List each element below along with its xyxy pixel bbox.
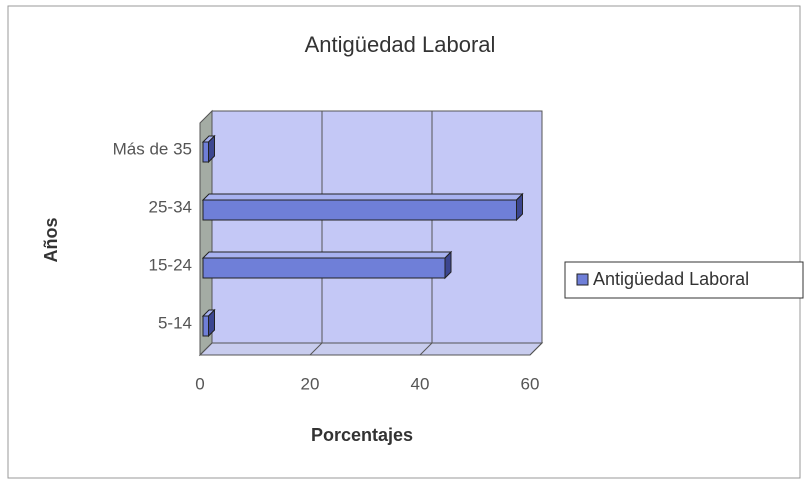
bar xyxy=(201,192,524,222)
back-wall xyxy=(211,110,543,344)
x-tick-label: 20 xyxy=(301,374,320,393)
floor-grid-line xyxy=(419,342,433,356)
floor xyxy=(198,342,544,356)
bar-front xyxy=(202,315,209,337)
floor-grid-line xyxy=(199,342,213,356)
legend-label: Antigüedad Laboral xyxy=(593,269,749,289)
legend-box xyxy=(564,261,804,299)
bar-front xyxy=(202,141,209,163)
x-tick-label: 0 xyxy=(195,374,204,393)
floor-grid-line xyxy=(529,342,543,356)
floor-grid-line xyxy=(309,342,323,356)
bar-front xyxy=(202,257,446,279)
y-tick-label: Más de 35 xyxy=(113,139,192,158)
legend-marker xyxy=(576,273,589,286)
y-tick-label: 5-14 xyxy=(158,313,192,332)
bar-top xyxy=(201,251,453,259)
x-axis-label: Porcentajes xyxy=(311,425,413,445)
x-tick-label: 60 xyxy=(521,374,540,393)
y-tick-label: 15-24 xyxy=(149,255,192,274)
bar-front xyxy=(202,199,517,221)
x-tick-label: 40 xyxy=(411,374,430,393)
chart-title: Antigüedad Laboral xyxy=(305,32,496,57)
bar xyxy=(201,250,453,280)
y-axis-label: Años xyxy=(41,218,61,263)
bar-top xyxy=(201,193,524,201)
bar xyxy=(201,308,216,338)
y-tick-label: 25-34 xyxy=(149,197,192,216)
bar xyxy=(201,134,216,164)
